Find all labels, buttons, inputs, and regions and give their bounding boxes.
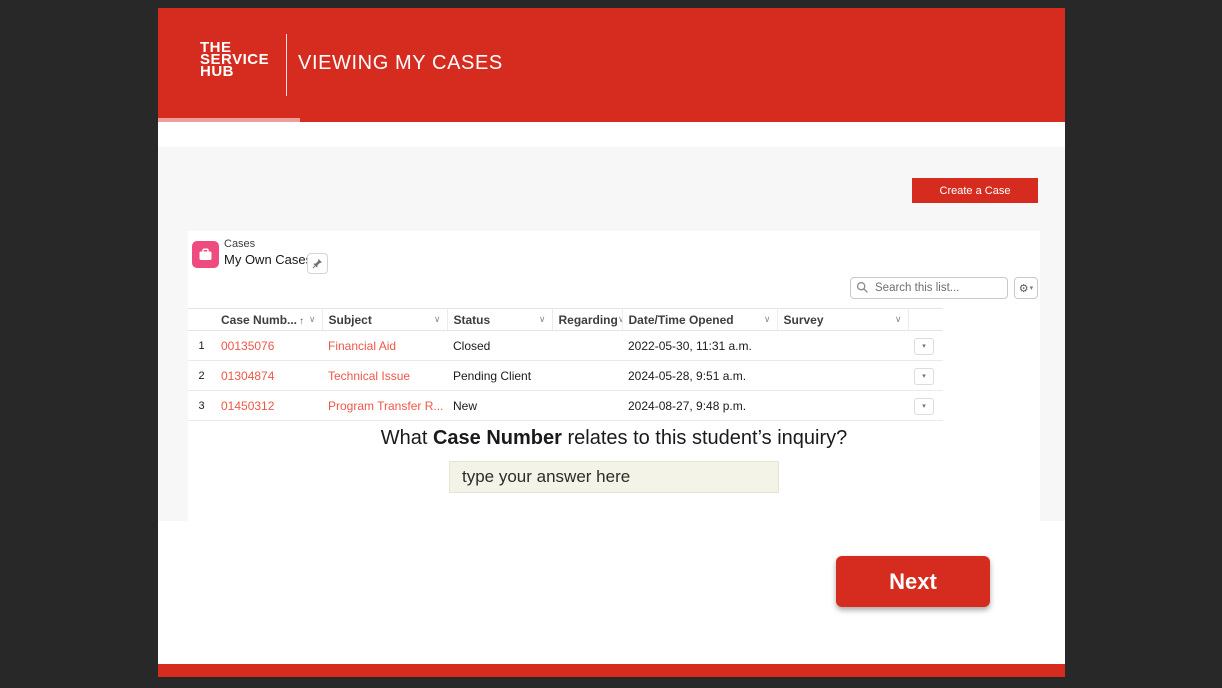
cell-actions: ▾ [908, 360, 943, 391]
pin-icon [312, 259, 322, 269]
cell-actions: ▾ [908, 390, 943, 421]
row-actions-button[interactable]: ▾ [914, 367, 934, 385]
content-area: Create a Case Cases My Own Cases ▾ [158, 147, 1065, 521]
app-header: THE SERVICE HUB VIEWING MY CASES [158, 8, 1065, 122]
question-section: What Case Number relates to this student… [188, 427, 1040, 493]
column-label: Regarding [558, 312, 618, 327]
chevron-down-icon: ∨ [618, 314, 621, 325]
cell-case-number: 00135076 [215, 330, 322, 361]
answer-input[interactable] [449, 461, 779, 493]
cell-date-opened: 2024-08-27, 9:48 p.m. [622, 390, 777, 421]
chevron-down-icon: ▾ [922, 342, 926, 350]
header-divider [286, 34, 287, 96]
chevron-down-icon: ▾ [1029, 285, 1034, 292]
cell-case-number: 01450312 [215, 390, 322, 421]
search-input[interactable] [850, 277, 1008, 299]
subject-link[interactable]: Financial Aid [328, 338, 397, 353]
chevron-down-icon: ∨ [433, 314, 441, 324]
cell-regarding [552, 390, 622, 421]
list-settings-button[interactable]: ⚙ ▾ [1014, 277, 1038, 299]
header-row-number [188, 308, 215, 331]
header-actions [908, 308, 943, 331]
logo-line: THE [200, 39, 232, 56]
table-row: 3 01450312 Program Transfer R... New 202… [188, 390, 943, 421]
column-header-status[interactable]: Status ∨ [447, 308, 553, 331]
table-row: 2 01304874 Technical Issue Pending Clien… [188, 360, 943, 391]
subject-link[interactable]: Program Transfer R... [328, 398, 444, 413]
cell-subject: Technical Issue [322, 360, 447, 391]
column-label: Survey [783, 312, 824, 327]
row-actions-button[interactable]: ▾ [914, 337, 934, 355]
subject-link[interactable]: Technical Issue [328, 368, 411, 383]
column-label: Status [453, 312, 491, 327]
list-view-label: My Own Cases [224, 252, 313, 267]
lesson-progress-bar [158, 118, 300, 122]
column-header-subject[interactable]: Subject ∨ [322, 308, 448, 331]
row-actions-button[interactable]: ▾ [914, 397, 934, 415]
cell-date-opened: 2022-05-30, 11:31 a.m. [622, 330, 777, 361]
briefcase-icon [199, 248, 212, 260]
chevron-down-icon: ▾ [922, 372, 926, 380]
chevron-down-icon: ∨ [763, 314, 771, 324]
entity-label: Cases [224, 238, 256, 250]
cell-survey [777, 330, 908, 361]
column-header-regarding[interactable]: Regarding∨ [552, 308, 623, 331]
table-header-row: Case Numb... ↑ ∨ Subject ∨ Status ∨ [188, 308, 943, 331]
cell-case-number: 01304874 [215, 360, 322, 391]
cell-status: New [447, 390, 552, 421]
table-row: 1 00135076 Financial Aid Closed 2022-05-… [188, 330, 943, 361]
cases-table: Case Numb... ↑ ∨ Subject ∨ Status ∨ [188, 308, 943, 421]
case-number-link[interactable]: 01450312 [221, 398, 275, 413]
cell-actions: ▾ [908, 330, 943, 361]
search-icon [856, 281, 868, 293]
case-number-link[interactable]: 01304874 [221, 368, 275, 383]
column-header-survey[interactable]: Survey ∨ [777, 308, 909, 331]
cell-status: Closed [447, 330, 552, 361]
lesson-slide: THE SERVICE HUB VIEWING MY CASES Create … [158, 8, 1065, 677]
cell-row-number: 1 [188, 330, 215, 361]
create-case-button[interactable]: Create a Case [912, 178, 1038, 203]
cases-object-icon [192, 241, 219, 268]
cell-survey [777, 390, 908, 421]
next-button[interactable]: Next [836, 556, 990, 607]
cell-date-opened: 2024-05-28, 9:51 a.m. [622, 360, 777, 391]
page-title: VIEWING MY CASES [298, 52, 503, 74]
cases-list-panel: Cases My Own Cases ▾ [188, 231, 1040, 521]
column-label: Case Numb... [221, 312, 298, 327]
chevron-down-icon: ∨ [538, 314, 546, 324]
chevron-down-icon: ▾ [922, 402, 926, 410]
service-hub-logo: THE SERVICE HUB [200, 39, 270, 80]
cell-row-number: 2 [188, 360, 215, 391]
question-text: What Case Number relates to this student… [380, 427, 848, 449]
search-box [850, 277, 1008, 299]
gear-icon: ⚙ [1018, 282, 1029, 295]
sort-ascending-icon: ↑ [299, 315, 305, 327]
cell-row-number: 3 [188, 390, 215, 421]
cell-subject: Financial Aid [322, 330, 447, 361]
cell-regarding [552, 360, 622, 391]
footer-red-strip [158, 664, 1065, 677]
cell-regarding [552, 330, 622, 361]
logo-line: SERVICE [200, 51, 270, 68]
column-header-case-number[interactable]: Case Numb... ↑ ∨ [215, 308, 323, 331]
cell-survey [777, 360, 908, 391]
cell-status: Pending Client [447, 360, 552, 391]
column-label: Date/Time Opened [628, 312, 734, 327]
pin-button[interactable] [307, 253, 328, 274]
column-header-date-opened[interactable]: Date/Time Opened ∨ [622, 308, 778, 331]
cell-subject: Program Transfer R... [322, 390, 447, 421]
chevron-down-icon: ∨ [894, 314, 902, 324]
column-label: Subject [328, 312, 372, 327]
chevron-down-icon: ∨ [308, 314, 316, 324]
case-number-link[interactable]: 00135076 [221, 338, 275, 353]
logo-line: HUB [200, 63, 234, 80]
